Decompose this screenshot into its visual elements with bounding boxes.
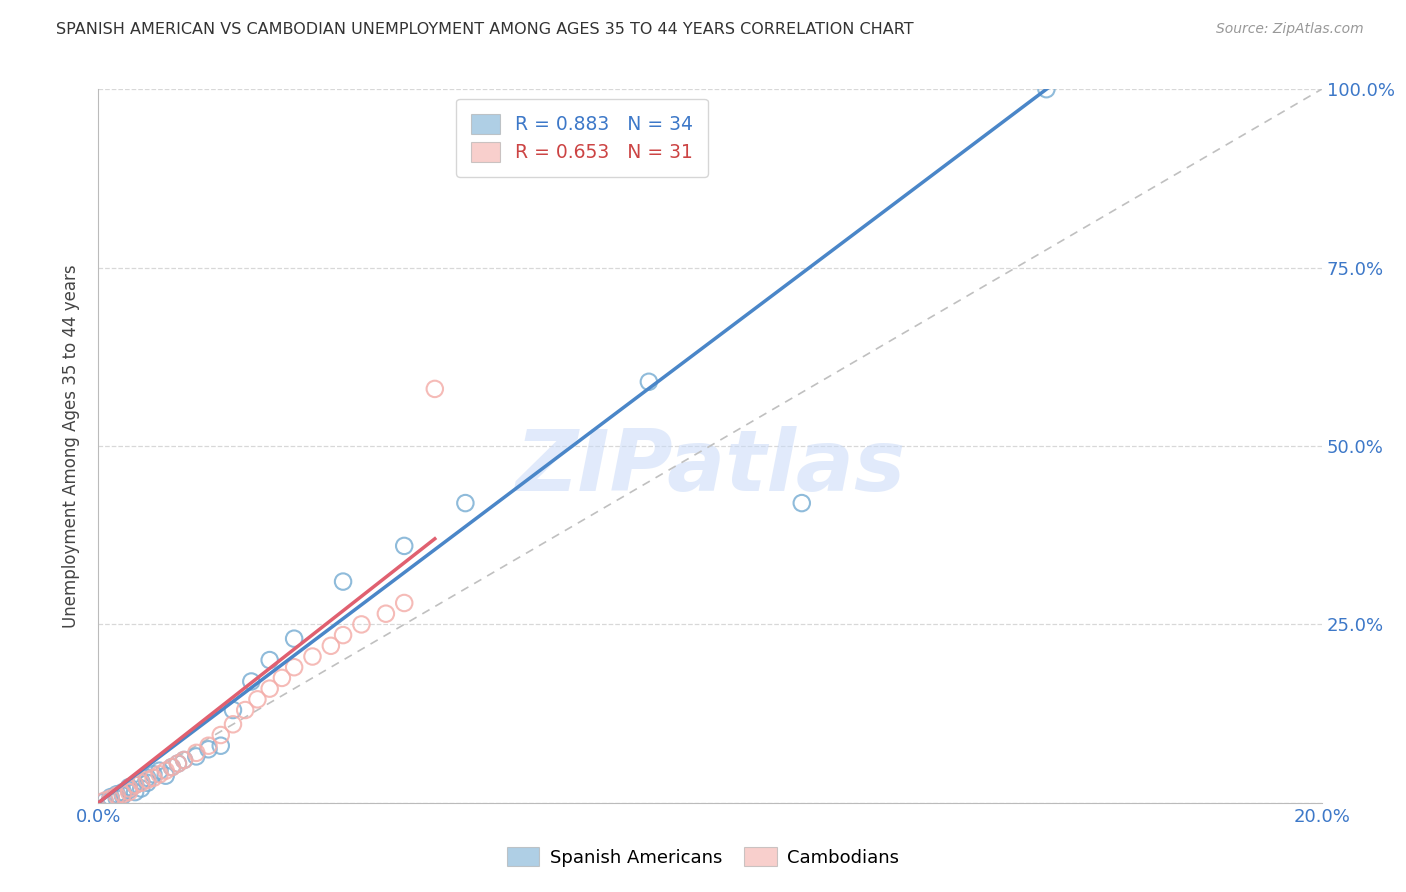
Point — [136, 771, 159, 785]
Text: ZIPatlas: ZIPatlas — [515, 425, 905, 509]
Point — [197, 739, 219, 753]
Point — [136, 772, 159, 787]
Point — [301, 649, 323, 664]
Point — [160, 760, 183, 774]
Point — [283, 660, 305, 674]
Point — [283, 632, 305, 646]
Point — [240, 674, 263, 689]
Point — [209, 728, 232, 742]
Point — [111, 787, 134, 801]
Point — [392, 539, 416, 553]
Text: SPANISH AMERICAN VS CAMBODIAN UNEMPLOYMENT AMONG AGES 35 TO 44 YEARS CORRELATION: SPANISH AMERICAN VS CAMBODIAN UNEMPLOYME… — [56, 22, 914, 37]
Point — [149, 767, 172, 781]
Point — [167, 756, 190, 771]
Point — [118, 780, 141, 794]
Point — [392, 596, 416, 610]
Point — [124, 778, 146, 792]
Point — [155, 764, 177, 778]
Legend: R = 0.883   N = 34, R = 0.653   N = 31: R = 0.883 N = 34, R = 0.653 N = 31 — [457, 99, 707, 178]
Point — [259, 681, 281, 696]
Point — [105, 787, 128, 801]
Point — [129, 774, 152, 789]
Point — [186, 749, 208, 764]
Point — [142, 767, 165, 781]
Point — [167, 756, 190, 771]
Point — [222, 717, 245, 731]
Point — [173, 753, 195, 767]
Point — [350, 617, 373, 632]
Point — [423, 382, 446, 396]
Y-axis label: Unemployment Among Ages 35 to 44 years: Unemployment Among Ages 35 to 44 years — [62, 264, 80, 628]
Point — [149, 764, 172, 778]
Point — [1035, 82, 1057, 96]
Point — [790, 496, 813, 510]
Legend: Spanish Americans, Cambodians: Spanish Americans, Cambodians — [499, 840, 907, 874]
Point — [100, 791, 122, 805]
Point — [173, 753, 195, 767]
Point — [142, 771, 165, 785]
Text: Source: ZipAtlas.com: Source: ZipAtlas.com — [1216, 22, 1364, 37]
Point — [129, 776, 152, 790]
Point — [233, 703, 256, 717]
Point — [637, 375, 661, 389]
Point — [332, 628, 354, 642]
Point — [124, 778, 146, 792]
Point — [332, 574, 354, 589]
Point — [100, 790, 122, 805]
Point — [136, 776, 159, 790]
Point — [270, 671, 292, 685]
Point — [186, 746, 208, 760]
Point — [374, 607, 396, 621]
Point — [105, 789, 128, 803]
Point — [246, 692, 269, 706]
Point — [118, 783, 141, 797]
Point — [118, 785, 141, 799]
Point — [111, 785, 134, 799]
Point — [105, 791, 128, 805]
Point — [93, 794, 115, 808]
Point — [124, 785, 146, 799]
Point — [209, 739, 232, 753]
Point — [197, 742, 219, 756]
Point — [111, 789, 134, 803]
Point — [454, 496, 477, 510]
Point — [129, 781, 152, 796]
Point — [160, 760, 183, 774]
Point — [319, 639, 342, 653]
Point — [118, 781, 141, 796]
Point — [100, 793, 122, 807]
Point — [222, 703, 245, 717]
Point — [155, 769, 177, 783]
Point — [259, 653, 281, 667]
Point — [93, 794, 115, 808]
